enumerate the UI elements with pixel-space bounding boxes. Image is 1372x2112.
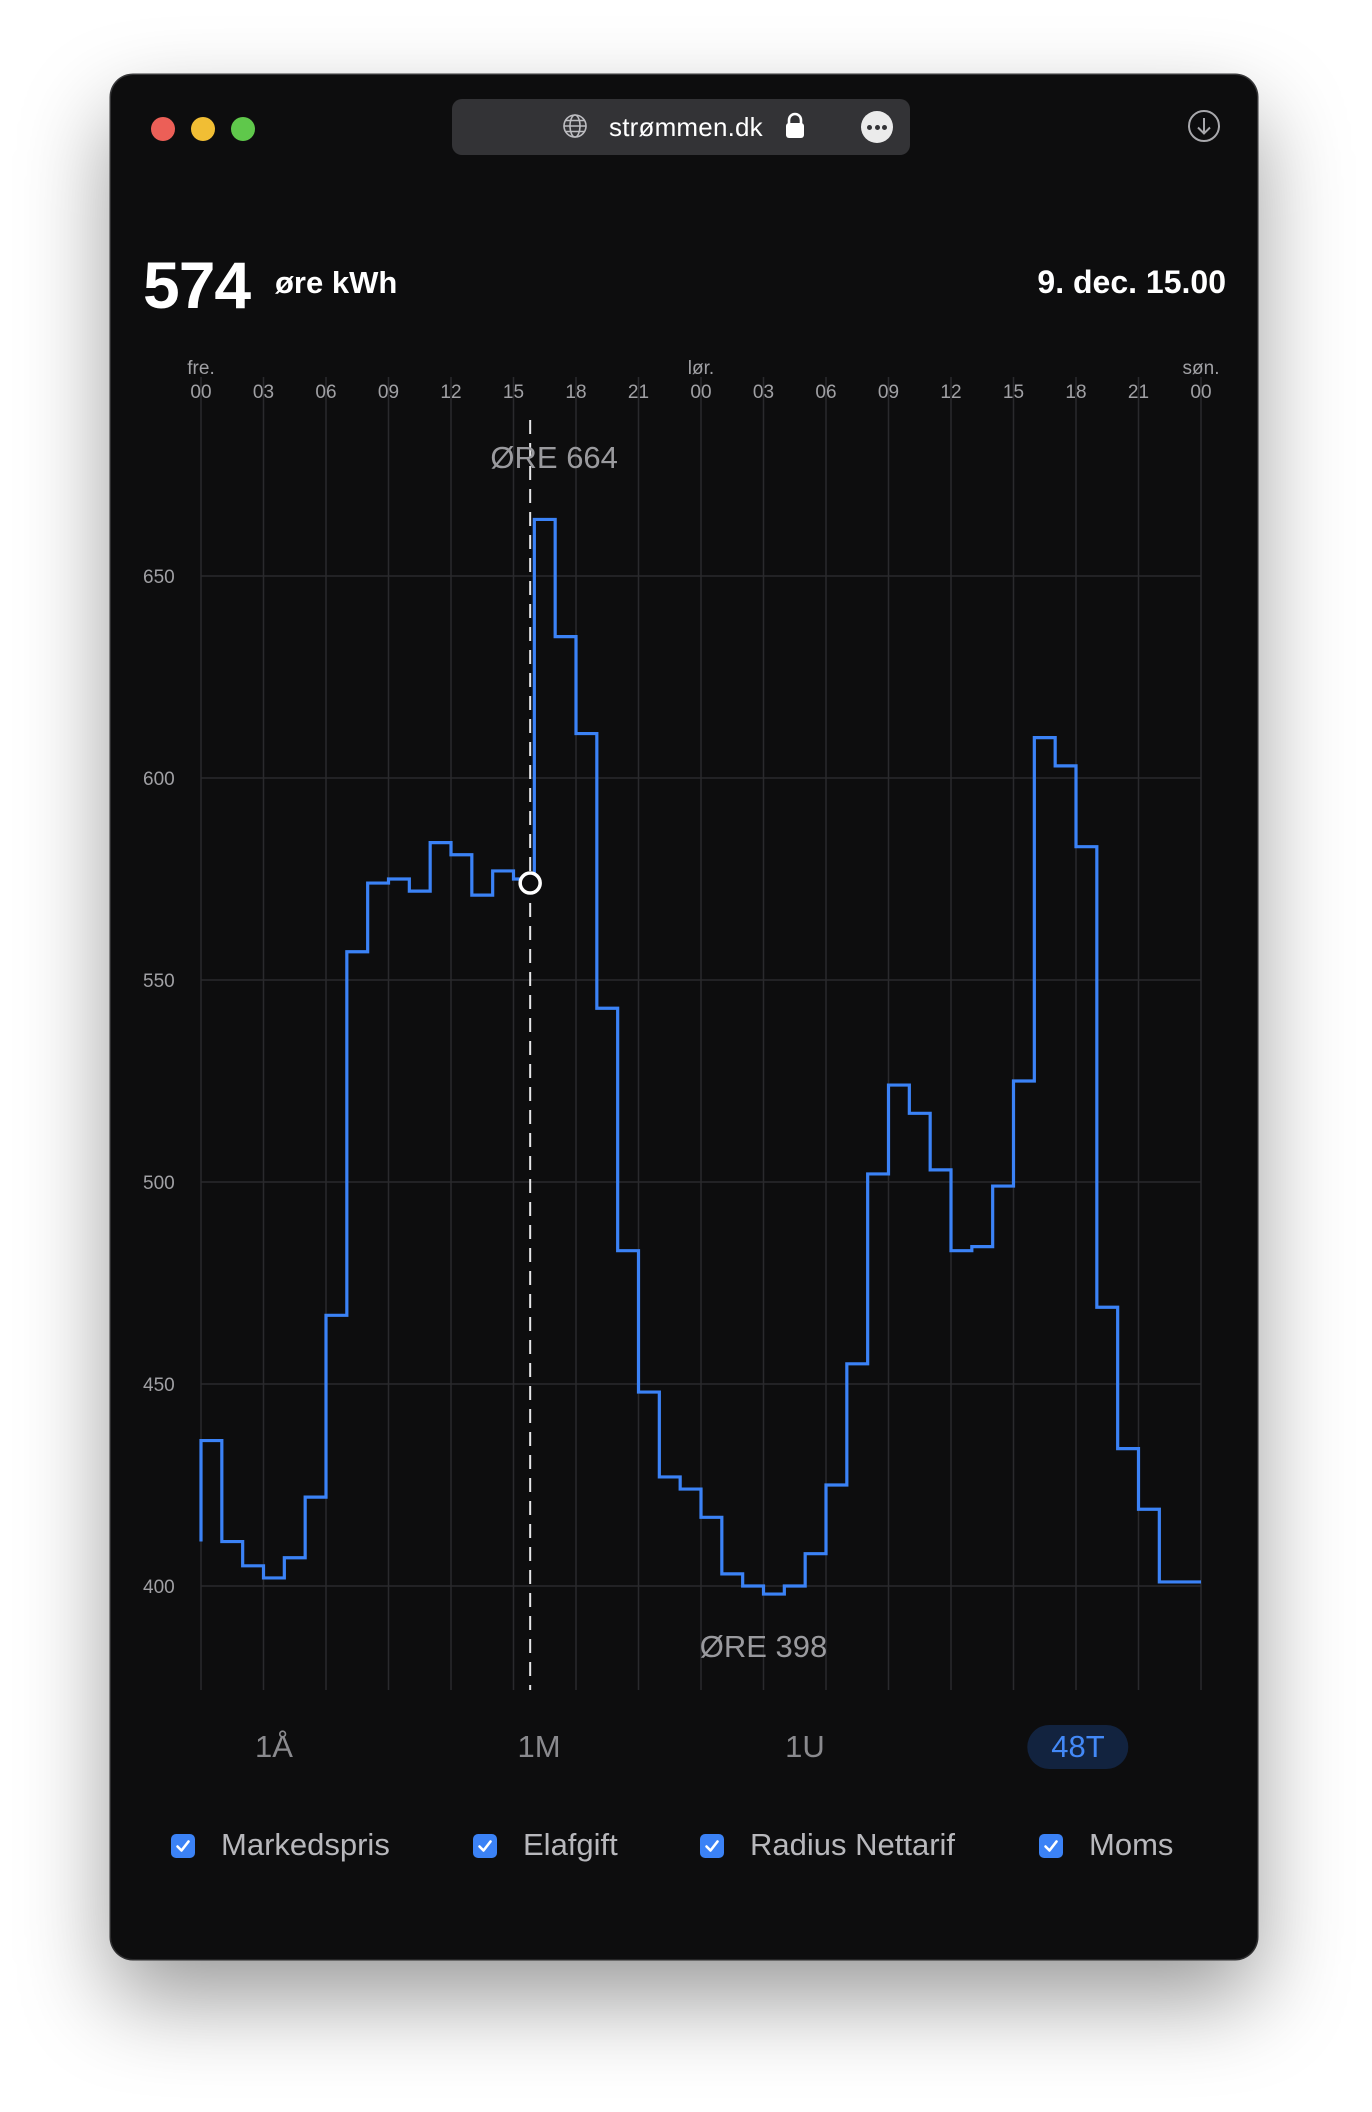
- x-tick-label: 00: [690, 382, 711, 403]
- checkmark-icon: [705, 1840, 719, 1852]
- range-tab-48t[interactable]: 48T: [1027, 1725, 1129, 1769]
- toggle-label: Radius Nettarif: [750, 1827, 956, 1862]
- min-price-label: ØRE 398: [700, 1629, 828, 1664]
- minimize-window-button[interactable]: [191, 117, 215, 141]
- y-tick-label: 600: [143, 769, 175, 790]
- more-icon[interactable]: [861, 111, 893, 143]
- y-tick-label: 450: [143, 1375, 175, 1396]
- checkbox[interactable]: [700, 1834, 724, 1858]
- x-tick-label: 21: [1128, 382, 1149, 403]
- x-tick-label: 06: [315, 382, 336, 403]
- toggle-label: Elafgift: [523, 1827, 618, 1862]
- checkbox[interactable]: [473, 1834, 497, 1858]
- price-component-toggles: Markedspris Elafgift Radius Nettarif Moms: [111, 1827, 1257, 1880]
- toggle-label: Moms: [1089, 1827, 1174, 1862]
- x-tick-label: 09: [378, 382, 399, 403]
- lock-icon: [784, 111, 806, 146]
- x-tick-label: 15: [1003, 382, 1024, 403]
- checkmark-icon: [1044, 1840, 1058, 1852]
- checkmark-icon: [478, 1840, 492, 1852]
- price-chart[interactable]: 00 03 06 09 12 15 18 21 00 03 06 09 12 15 18 21 00 fre. lø…: [111, 75, 1257, 1725]
- y-tick-label: 550: [143, 971, 175, 992]
- price-unit: øre kWh: [275, 265, 398, 300]
- y-tick-label: 650: [143, 567, 175, 588]
- checkbox[interactable]: [1039, 1834, 1063, 1858]
- url-text: strømmen.dk: [609, 112, 763, 142]
- range-tab-1u[interactable]: 1U: [785, 1729, 825, 1764]
- x-day-label: fre.: [187, 358, 214, 379]
- x-tick-label: 21: [628, 382, 649, 403]
- toggle-label: Markedspris: [221, 1827, 390, 1862]
- range-tab-1m[interactable]: 1M: [517, 1729, 561, 1764]
- x-day-label: lør.: [688, 358, 714, 379]
- zoom-window-button[interactable]: [231, 117, 255, 141]
- address-bar[interactable]: strømmen.dk: [452, 99, 910, 155]
- globe-icon: [562, 113, 588, 144]
- browser-window: strømmen.dk 574 øre kWh 9. dec. 15.00 00…: [111, 75, 1257, 1959]
- range-tab-1å[interactable]: 1Å: [255, 1729, 293, 1764]
- x-tick-label: 03: [753, 382, 774, 403]
- checkbox[interactable]: [171, 1834, 195, 1858]
- y-tick-label: 500: [143, 1173, 175, 1194]
- x-tick-label: 12: [440, 382, 461, 403]
- x-tick-label: 06: [815, 382, 836, 403]
- price-line: [199, 517, 1201, 1596]
- x-tick-label: 18: [565, 382, 586, 403]
- x-day-label: søn.: [1183, 358, 1220, 379]
- x-tick-label: 03: [253, 382, 274, 403]
- checkmark-icon: [176, 1840, 190, 1852]
- close-window-button[interactable]: [151, 117, 175, 141]
- cursor-point: [518, 871, 542, 895]
- x-tick-label: 12: [940, 382, 961, 403]
- x-tick-label: 00: [1190, 382, 1211, 403]
- x-tick-label: 00: [190, 382, 211, 403]
- x-tick-label: 09: [878, 382, 899, 403]
- y-tick-label: 400: [143, 1577, 175, 1598]
- current-price-value: 574: [143, 248, 251, 322]
- download-icon[interactable]: [1187, 109, 1221, 148]
- max-price-label: ØRE 664: [490, 440, 618, 475]
- x-tick-label: 15: [503, 382, 524, 403]
- selected-time: 9. dec. 15.00: [1037, 264, 1226, 300]
- x-tick-label: 18: [1065, 382, 1086, 403]
- range-selector: 1Å 1M 1U 48T: [111, 1725, 1257, 1785]
